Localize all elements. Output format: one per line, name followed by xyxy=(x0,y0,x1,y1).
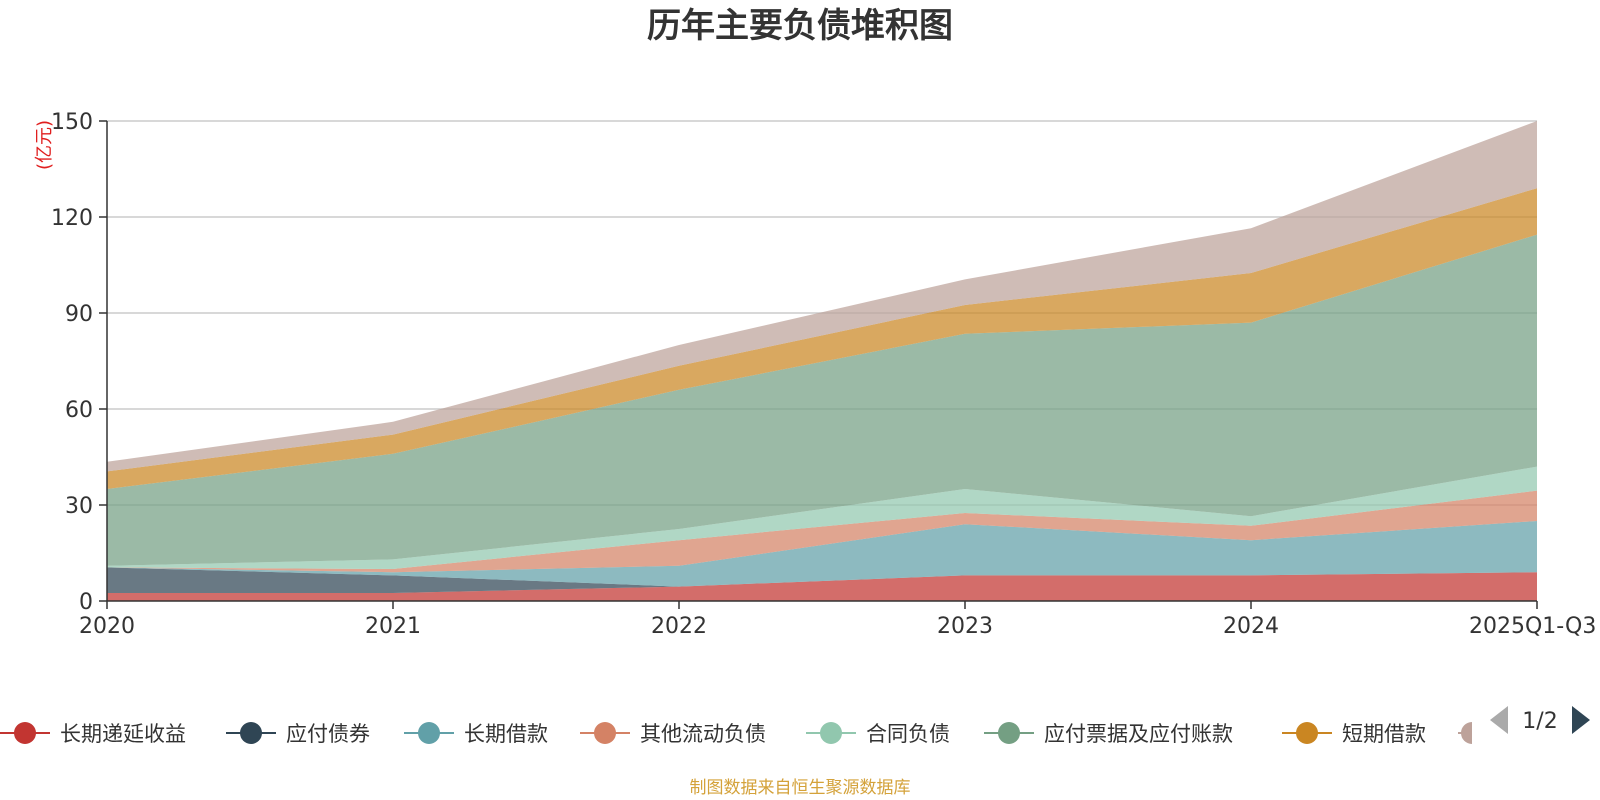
y-axis-label: (亿元) xyxy=(34,120,55,170)
legend-item[interactable]: 应付票据及应付账款 xyxy=(984,722,1233,746)
legend-marker xyxy=(1461,722,1472,744)
y-tick-label: 60 xyxy=(65,398,93,423)
legend-page-indicator: 1/2 xyxy=(1522,709,1557,734)
axes xyxy=(106,121,1537,602)
legend-marker xyxy=(418,722,440,744)
legend-label: 应付债券 xyxy=(286,722,370,746)
area-series xyxy=(107,121,1537,601)
area-应付债券 xyxy=(107,567,1537,593)
legend-label: 合同负债 xyxy=(866,722,950,746)
legend-item[interactable]: 短期借款 xyxy=(1282,722,1426,746)
y-tick-label: 0 xyxy=(79,590,93,615)
tick-labels: 0 30 60 90 120 150 2020 2021 2022 2023 2024 2025Q1-… xyxy=(51,110,1596,639)
legend-marker xyxy=(594,722,616,744)
area-短期借款 xyxy=(107,188,1537,489)
legend-item[interactable]: 其他流动负债 xyxy=(580,722,766,746)
area-其他流动负债 xyxy=(107,490,1537,573)
legend-marker xyxy=(998,722,1020,744)
y-tick-label: 90 xyxy=(65,302,93,327)
legend-label: 应付票据及应付账款 xyxy=(1044,722,1233,746)
x-tick-label: 2020 xyxy=(79,614,135,639)
y-tick-label: 30 xyxy=(65,494,93,519)
x-tick-label: 2022 xyxy=(651,614,707,639)
legend-label: 长期递延收益 xyxy=(60,722,186,746)
legend-next-page-icon[interactable] xyxy=(1572,706,1590,734)
x-tick-label: 2021 xyxy=(365,614,421,639)
legend-item[interactable]: 合同负债 xyxy=(806,722,950,746)
legend-label: 长期借款 xyxy=(464,722,548,746)
legend-item[interactable] xyxy=(1458,722,1472,744)
legend-marker xyxy=(820,722,842,744)
legend-marker xyxy=(1296,722,1318,744)
area-长期递延收益 xyxy=(107,572,1537,601)
legend-item[interactable]: 长期借款 xyxy=(404,722,548,746)
legend-item[interactable]: 应付债券 xyxy=(226,722,370,746)
legend-prev-page-icon[interactable] xyxy=(1490,706,1508,734)
legend-label: 短期借款 xyxy=(1342,722,1426,746)
y-tick-label: 150 xyxy=(51,110,93,135)
x-tick-label: 2023 xyxy=(937,614,993,639)
x-tick-label: 2024 xyxy=(1223,614,1279,639)
legend-marker xyxy=(240,722,262,744)
legend-item[interactable]: 长期递延收益 xyxy=(0,722,186,746)
y-tick-label: 120 xyxy=(51,206,93,231)
chart-title: 历年主要负债堆积图 xyxy=(647,6,953,46)
area-合同负债 xyxy=(107,466,1537,569)
legend: 长期递延收益 应付债券 长期借款 其他流动负债 合同负债 应付票据及应付账款 短期借款 xyxy=(0,722,1472,746)
legend-marker xyxy=(14,722,36,744)
legend-label: 其他流动负债 xyxy=(640,722,766,746)
data-source-footer: 制图数据来自恒生聚源数据库 xyxy=(690,778,911,798)
x-tick-label: 2025Q1-Q3 xyxy=(1469,614,1596,639)
area-长期借款 xyxy=(107,521,1537,587)
area-应付票据及应付账款 xyxy=(107,234,1537,566)
